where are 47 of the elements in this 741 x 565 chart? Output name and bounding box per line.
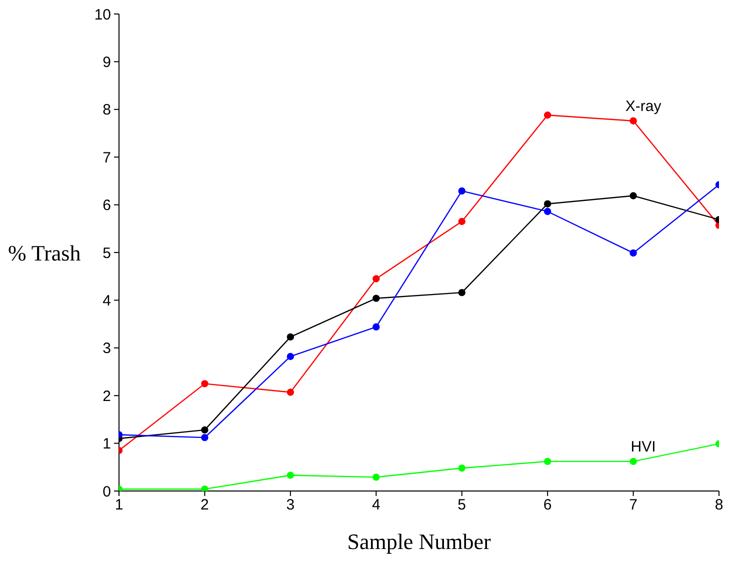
y-tick-label: 3 (102, 340, 111, 358)
y-tick-label: 9 (102, 54, 111, 72)
y-tick-label: 0 (102, 483, 111, 500)
x-axis-title: Sample Number (347, 529, 492, 554)
point (458, 288, 466, 296)
point (544, 200, 552, 208)
y-tick-label: 10 (94, 6, 111, 24)
point (372, 474, 380, 481)
x-tick-label: 7 (629, 496, 638, 514)
y-tick-label: 4 (102, 292, 111, 310)
x-tick-label: 6 (543, 496, 552, 514)
point (630, 192, 637, 200)
x-tick-label: 5 (458, 496, 466, 514)
point (630, 458, 637, 466)
x-tick-label: 1 (114, 496, 124, 514)
point (544, 208, 552, 216)
point (286, 388, 294, 396)
point (544, 112, 552, 119)
y-tick-label: 6 (102, 197, 111, 214)
y-tick-label: 7 (102, 149, 111, 166)
point (286, 333, 294, 341)
y-tick-label: 8 (102, 102, 111, 119)
y-axis-title: % Trash (8, 240, 81, 266)
point (372, 275, 380, 282)
series-label: X-ray (625, 98, 662, 115)
point (201, 485, 208, 491)
point (201, 434, 208, 442)
x-tick-label: 2 (200, 496, 209, 514)
point (630, 117, 637, 124)
point (544, 458, 552, 466)
x-tick-label: 4 (372, 496, 380, 514)
point (630, 249, 637, 257)
point (201, 426, 208, 434)
y-tick-label: 2 (102, 388, 111, 405)
point (372, 323, 380, 331)
point (286, 352, 294, 360)
point (458, 218, 466, 226)
point (458, 187, 466, 195)
point (201, 380, 208, 388)
series-label: HVI (630, 438, 656, 456)
y-tick-label: 5 (102, 244, 111, 262)
point (286, 472, 294, 479)
x-tick-label: 3 (286, 496, 295, 514)
point (372, 294, 380, 302)
y-tick-label: 1 (102, 436, 111, 453)
point (458, 464, 466, 472)
x-tick-label: 8 (714, 496, 724, 514)
